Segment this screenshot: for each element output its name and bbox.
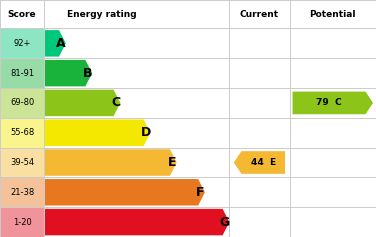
Text: 81-91: 81-91 [10,69,34,78]
Text: F: F [196,186,205,199]
Polygon shape [44,30,66,57]
Bar [0,28,44,58]
Bar [0,58,44,88]
Text: 21-38: 21-38 [10,188,34,197]
Bar [0,88,44,118]
Text: 79  C: 79 C [316,98,342,107]
Text: Score: Score [8,10,36,19]
Text: G: G [220,216,230,228]
Text: Potential: Potential [309,10,356,19]
Text: B: B [83,67,92,80]
Text: 44  E: 44 E [251,158,276,167]
Bar [0,118,44,148]
Polygon shape [44,90,120,116]
Polygon shape [293,91,373,114]
Text: Energy rating: Energy rating [67,10,136,19]
Text: C: C [111,96,120,109]
Text: Current: Current [240,10,279,19]
Text: 55-68: 55-68 [10,128,34,137]
Text: A: A [56,37,66,50]
Polygon shape [44,179,205,205]
Bar [0,178,44,207]
Polygon shape [44,209,229,235]
Polygon shape [234,151,285,174]
Text: 69-80: 69-80 [10,98,34,107]
Bar [0,207,44,237]
Bar [0,148,44,178]
Polygon shape [44,60,92,86]
Text: 92+: 92+ [14,39,31,48]
Polygon shape [44,119,150,146]
Text: 39-54: 39-54 [10,158,34,167]
Polygon shape [44,149,177,176]
Text: 1-20: 1-20 [13,218,32,227]
Text: D: D [141,126,151,139]
Text: E: E [168,156,176,169]
